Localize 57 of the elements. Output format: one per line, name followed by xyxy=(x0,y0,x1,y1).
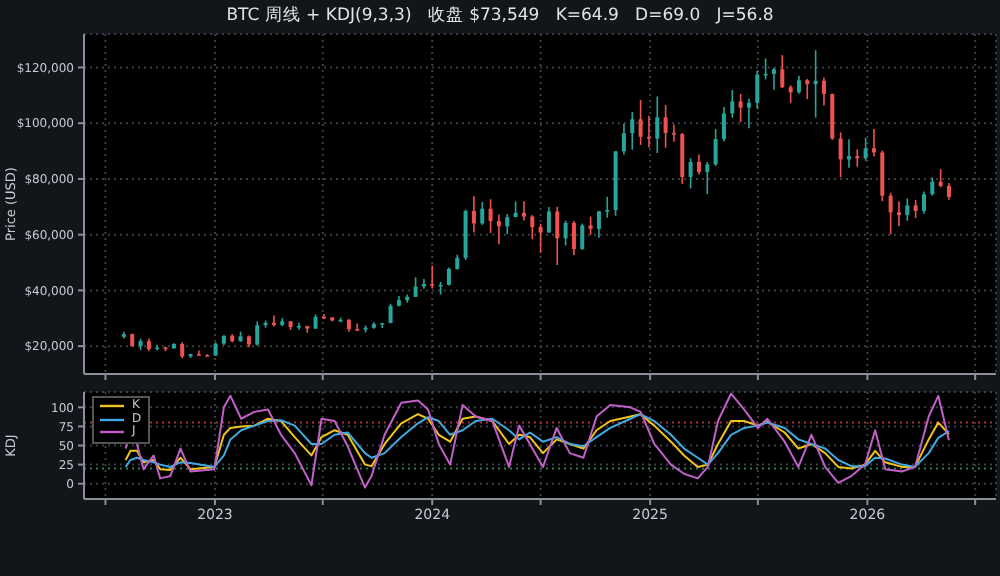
candlestick xyxy=(638,99,643,146)
candlestick xyxy=(821,76,826,107)
candlestick xyxy=(480,201,485,226)
candlestick xyxy=(813,49,818,119)
candlestick xyxy=(871,128,876,158)
candlestick xyxy=(913,199,918,219)
candlestick xyxy=(863,136,868,162)
line-series xyxy=(124,392,950,489)
candlestick xyxy=(596,210,601,239)
candlestick xyxy=(521,200,526,222)
chart-title: BTC 周线 + KDJ(9,3,3) 收盘 $73,549 K=64.9 D=69.0 J=56.8 xyxy=(224,4,776,28)
candlestick xyxy=(463,208,468,261)
candlestick xyxy=(488,198,493,234)
candlestick xyxy=(696,153,701,176)
candlestick xyxy=(746,97,751,129)
candlestick xyxy=(255,320,260,347)
candlestick xyxy=(571,220,576,257)
candlestick xyxy=(830,92,835,141)
candlestick xyxy=(430,264,435,290)
candlestick xyxy=(530,214,535,240)
candlestick xyxy=(805,78,810,101)
candlestick xyxy=(471,195,476,234)
candlestick xyxy=(630,111,635,151)
candlestick xyxy=(555,205,560,266)
candlestick xyxy=(496,213,501,245)
candlestick xyxy=(738,93,743,123)
candlestick xyxy=(905,197,910,222)
candlestick xyxy=(938,168,943,189)
candlestick xyxy=(680,132,685,185)
candlestick xyxy=(688,157,693,190)
candlestick xyxy=(621,122,626,156)
candlestick xyxy=(671,123,676,143)
candlestick xyxy=(771,67,776,91)
candlestick xyxy=(296,321,301,331)
candlestick xyxy=(546,206,551,234)
candlestick xyxy=(730,89,735,119)
candlestick xyxy=(713,128,718,167)
candlestick xyxy=(721,106,726,143)
candlestick xyxy=(888,192,893,236)
candlestick xyxy=(880,149,885,203)
candlestick xyxy=(663,104,668,149)
candlestick xyxy=(605,195,610,219)
candlestick xyxy=(646,114,651,149)
candlestick xyxy=(896,200,901,228)
candlestick xyxy=(930,176,935,197)
candlestick xyxy=(505,213,510,235)
candlestick xyxy=(655,95,660,154)
candlestick xyxy=(846,138,851,169)
candlestick xyxy=(755,69,760,110)
candlestick xyxy=(780,54,785,89)
candlestick xyxy=(563,219,568,247)
candlestick xyxy=(705,161,710,196)
candlestick xyxy=(580,222,585,251)
candlestick xyxy=(921,190,926,215)
candlestick xyxy=(538,222,543,254)
candlestick xyxy=(588,215,593,236)
candlestick xyxy=(838,131,843,179)
